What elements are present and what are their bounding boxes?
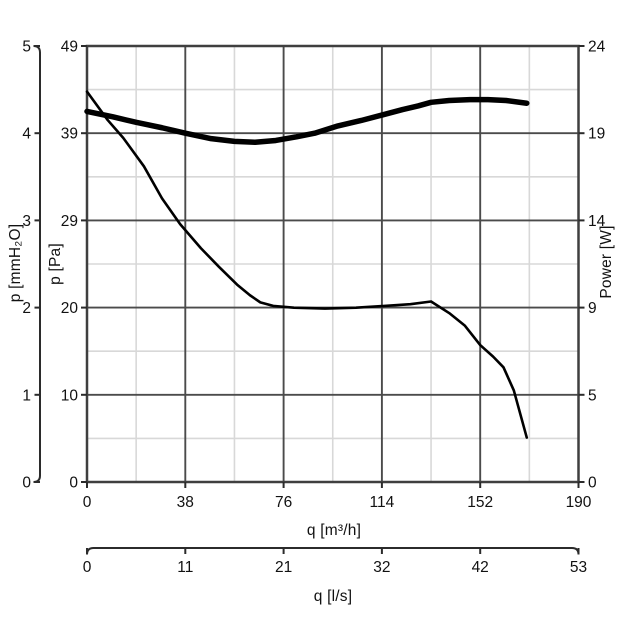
svg-text:5: 5	[22, 39, 31, 56]
svg-text:0: 0	[22, 475, 31, 492]
svg-text:49: 49	[61, 39, 78, 56]
axis-title-flow-m3h: q [m³/h]	[306, 522, 362, 539]
svg-text:9: 9	[588, 300, 597, 317]
axis-title-pressure-mmh2o: p [mmH₂O]	[7, 223, 24, 303]
svg-text:3: 3	[22, 213, 31, 230]
svg-text:42: 42	[472, 559, 489, 576]
svg-text:0: 0	[69, 475, 78, 492]
svg-text:21: 21	[275, 559, 292, 576]
svg-text:0: 0	[588, 475, 597, 492]
svg-text:19: 19	[588, 126, 605, 143]
svg-text:24: 24	[588, 39, 606, 56]
svg-text:2: 2	[22, 300, 31, 317]
svg-text:76: 76	[275, 494, 292, 511]
svg-text:152: 152	[467, 494, 493, 511]
svg-text:39: 39	[61, 126, 78, 143]
svg-text:0: 0	[83, 494, 92, 511]
svg-text:114: 114	[370, 494, 395, 511]
svg-text:11: 11	[177, 559, 193, 576]
svg-text:190: 190	[566, 494, 592, 511]
svg-text:1: 1	[22, 387, 31, 404]
axis-title-pressure-pa: p [Pa]	[47, 243, 64, 285]
svg-text:14: 14	[588, 213, 606, 230]
svg-text:20: 20	[61, 300, 79, 317]
svg-text:4: 4	[22, 126, 31, 143]
axis-title-flow-ls: q [l/s]	[313, 588, 353, 605]
svg-text:0: 0	[83, 559, 92, 576]
svg-text:32: 32	[373, 559, 390, 576]
svg-text:38: 38	[177, 494, 194, 511]
axis-title-power-w: Power [W]	[598, 225, 615, 299]
svg-text:29: 29	[61, 213, 78, 230]
svg-text:10: 10	[61, 387, 79, 404]
svg-text:5: 5	[588, 387, 597, 404]
svg-text:53: 53	[570, 559, 587, 576]
